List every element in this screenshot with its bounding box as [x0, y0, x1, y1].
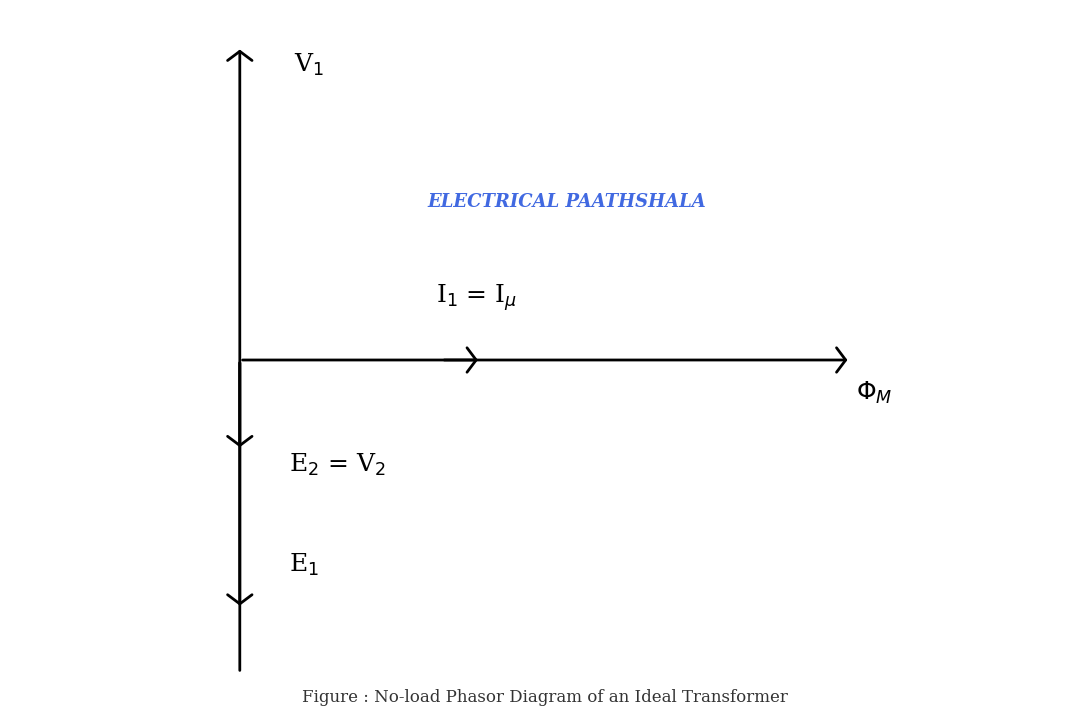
Text: E$_1$: E$_1$ — [289, 552, 319, 578]
Text: V$_1$: V$_1$ — [294, 52, 325, 78]
Text: $\Phi_M$: $\Phi_M$ — [856, 379, 893, 405]
Text: Figure : No-load Phasor Diagram of an Ideal Transformer: Figure : No-load Phasor Diagram of an Id… — [302, 688, 788, 706]
Text: ELECTRICAL PAATHSHALA: ELECTRICAL PAATHSHALA — [427, 193, 706, 211]
Text: E$_2$ = V$_2$: E$_2$ = V$_2$ — [289, 451, 386, 477]
Text: I$_1$ = I$_\mu$: I$_1$ = I$_\mu$ — [436, 282, 518, 313]
